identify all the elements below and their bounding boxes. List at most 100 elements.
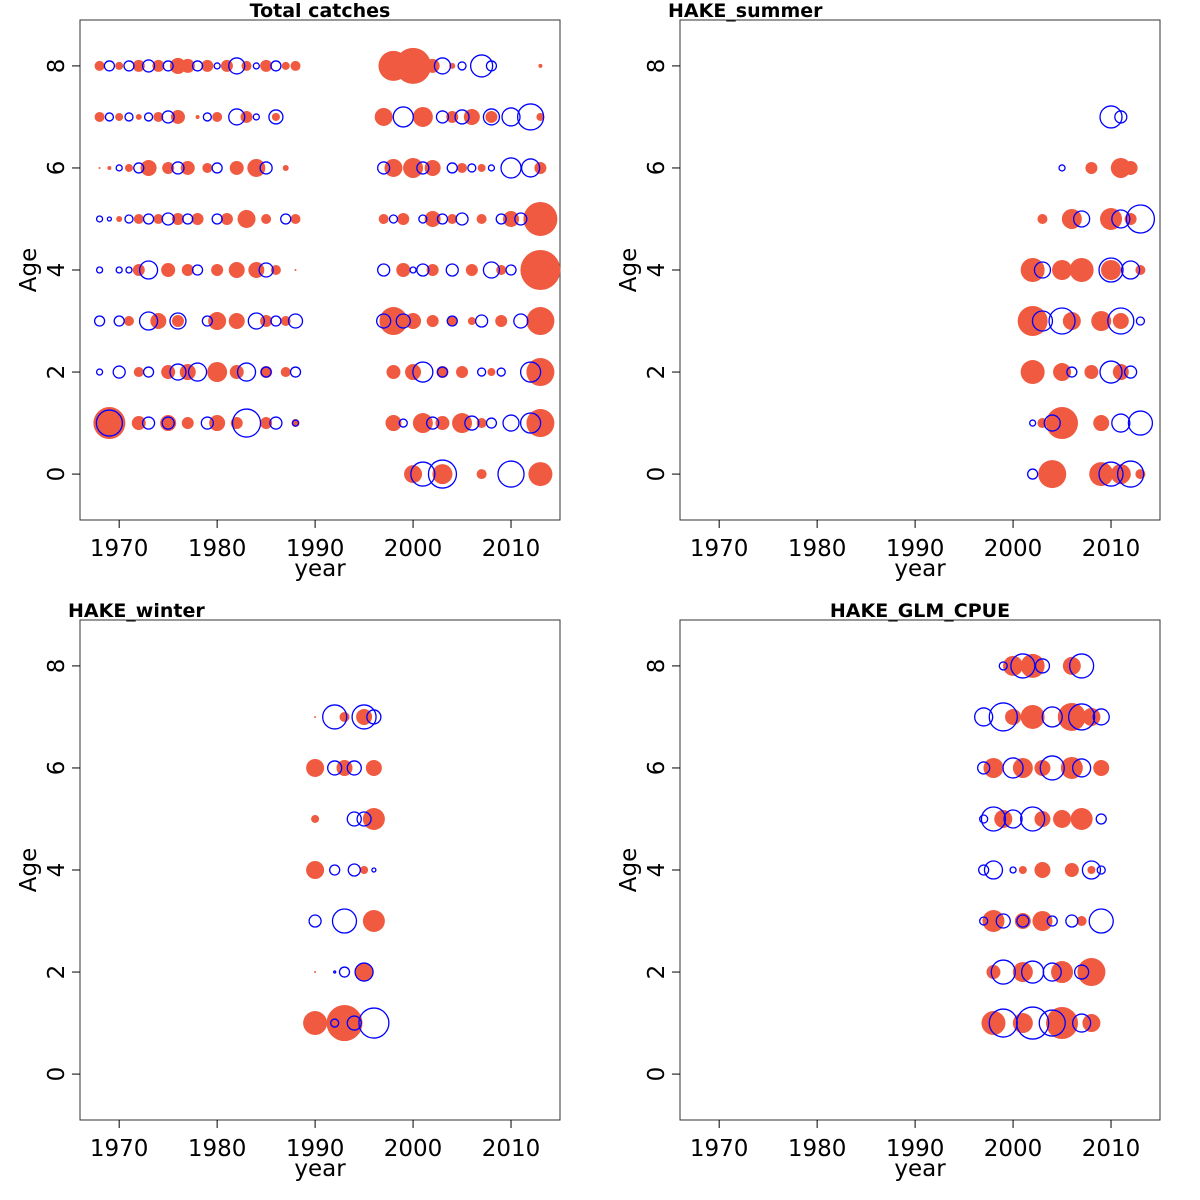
x-tick-label: 1990 [286, 536, 345, 562]
data-bubble [330, 1018, 340, 1028]
data-bubble [425, 58, 440, 73]
data-bubble [161, 263, 176, 277]
y-axis-label: Age [16, 848, 42, 892]
data-bubble [395, 313, 411, 329]
x-axis-label: year [894, 556, 946, 582]
data-bubble [228, 313, 245, 330]
data-bubble [169, 312, 187, 330]
data-bubble [182, 213, 194, 225]
data-bubble [229, 160, 244, 175]
data-bubble [457, 162, 468, 173]
data-bubble [171, 315, 184, 328]
data-bubble [516, 103, 545, 131]
data-bubble [465, 264, 478, 276]
y-tick-label: 6 [644, 161, 670, 176]
data-bubble [496, 265, 507, 275]
data-bubble [426, 416, 440, 430]
data-bubble [1038, 1009, 1066, 1037]
data-bubble [386, 365, 401, 380]
y-tick-label: 4 [44, 263, 70, 278]
data-bubble [228, 262, 245, 278]
y-tick-label: 6 [44, 161, 70, 176]
data-bubble [142, 213, 155, 225]
data-bubble [978, 864, 990, 876]
data-bubble [378, 213, 389, 224]
data-bubble [123, 316, 134, 327]
data-bubble [191, 264, 204, 276]
data-bubble [496, 367, 506, 377]
x-tick-label: 1980 [188, 1136, 247, 1162]
data-bubble [1093, 415, 1110, 432]
data-bubble [269, 416, 283, 430]
data-bubble [180, 58, 195, 73]
data-bubble [115, 61, 124, 70]
data-bubble [426, 264, 439, 276]
data-bubble [306, 758, 325, 777]
data-bubble [454, 109, 470, 125]
data-bubble [416, 263, 430, 277]
data-bubble [1116, 460, 1145, 488]
data-bubble [1089, 462, 1114, 487]
data-bubble [385, 415, 402, 432]
data-bubble [1029, 419, 1037, 427]
chart-title: HAKE_GLM_CPUE [830, 600, 1010, 622]
data-bubble [1070, 807, 1093, 830]
data-bubble [500, 157, 522, 179]
data-bubble [355, 963, 374, 982]
y-tick-label: 8 [44, 659, 70, 674]
data-bubble [982, 910, 1005, 933]
series-negative [93, 54, 545, 489]
data-bubble [1020, 258, 1045, 282]
x-tick-label: 1980 [188, 536, 247, 562]
data-bubble [1005, 708, 1022, 725]
data-bubble [979, 814, 989, 824]
x-tick-label: 1970 [90, 1136, 149, 1162]
data-bubble [435, 110, 450, 124]
data-bubble [290, 213, 301, 224]
data-bubble [270, 315, 282, 327]
data-bubble [281, 61, 290, 70]
data-bubble [487, 164, 496, 172]
data-bubble [107, 165, 112, 170]
data-bubble [327, 760, 343, 776]
data-bubble [366, 709, 382, 725]
data-bubble [1085, 161, 1098, 174]
data-bubble [1124, 212, 1137, 225]
y-tick-label: 8 [644, 59, 670, 74]
data-bubble [141, 416, 156, 430]
data-bubble [1003, 655, 1024, 676]
y-tick-label: 2 [44, 965, 70, 980]
data-bubble [1041, 706, 1063, 728]
data-bubble [241, 60, 252, 71]
data-bubble [447, 316, 458, 327]
data-bubble [1076, 916, 1087, 927]
x-tick-label: 1980 [788, 1136, 847, 1162]
data-bubble [228, 108, 246, 126]
data-bubble [1123, 365, 1138, 379]
data-bubble [1057, 702, 1086, 731]
data-bubble [503, 210, 520, 227]
data-bubble [260, 366, 272, 378]
data-bubble [519, 412, 542, 434]
data-bubble [1016, 914, 1030, 928]
plot-frame [79, 19, 561, 521]
data-bubble [534, 161, 547, 174]
data-bubble [374, 107, 393, 126]
data-bubble [446, 315, 458, 327]
data-bubble [1112, 364, 1129, 381]
data-bubble [228, 57, 246, 75]
data-bubble [170, 109, 185, 124]
data-bubble [133, 213, 144, 224]
data-bubble [990, 959, 1016, 985]
data-bubble [202, 162, 213, 173]
data-bubble [202, 112, 212, 122]
y-tick-label: 8 [644, 659, 670, 674]
data-bubble [1051, 961, 1074, 984]
data-bubble [979, 916, 989, 926]
data-bubble [1066, 366, 1078, 378]
data-bubble [1046, 1007, 1079, 1040]
data-bubble [477, 163, 486, 172]
y-tick-label: 2 [644, 965, 670, 980]
data-bubble [1020, 704, 1045, 729]
data-bubble [93, 407, 126, 440]
